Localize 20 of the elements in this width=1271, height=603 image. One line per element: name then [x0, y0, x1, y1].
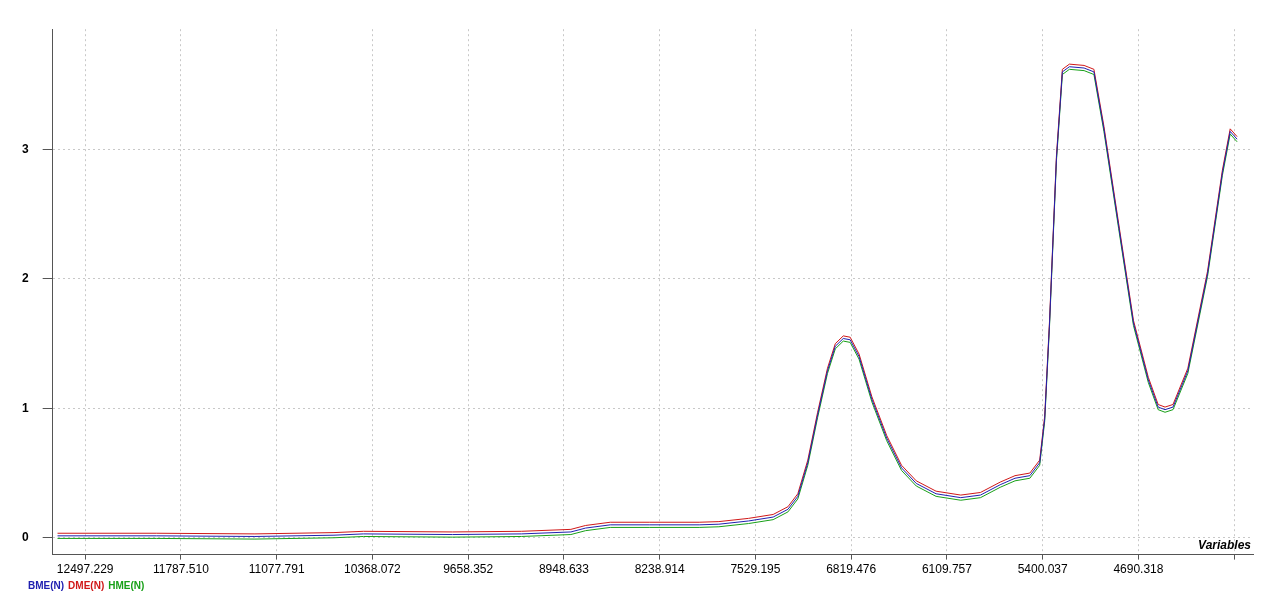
x-tick-label: 6109.757 [921, 562, 973, 577]
x-tick-label: 9658.352 [443, 562, 494, 577]
y-tick-label: 1 [21, 400, 29, 415]
x-tick-label: 10368.072 [344, 562, 402, 577]
text: BME(N) [28, 580, 65, 591]
x-tick-label: 8238.914 [634, 562, 686, 577]
x-tick-label: 12497.229 [56, 562, 114, 577]
x-tick-label: 11787.510 [152, 562, 210, 577]
y-tick-label: 0 [21, 530, 29, 545]
text: DME(N) [68, 580, 105, 591]
x-tick-label: 11077.791 [248, 562, 305, 577]
x-tick-label: 4690.318 [1113, 562, 1164, 577]
x-tick-label: 6819.476 [826, 562, 877, 577]
y-tick-label: 2 [21, 271, 29, 286]
x-tick-label: 8948.633 [538, 562, 590, 577]
x-tick-label: 5400.037 [1017, 562, 1069, 577]
x-tick-label: 7529.195 [730, 562, 781, 577]
x-axis-title: Variables [1198, 537, 1252, 552]
y-tick-label: 3 [21, 141, 29, 156]
text: HME(N) [108, 580, 145, 591]
